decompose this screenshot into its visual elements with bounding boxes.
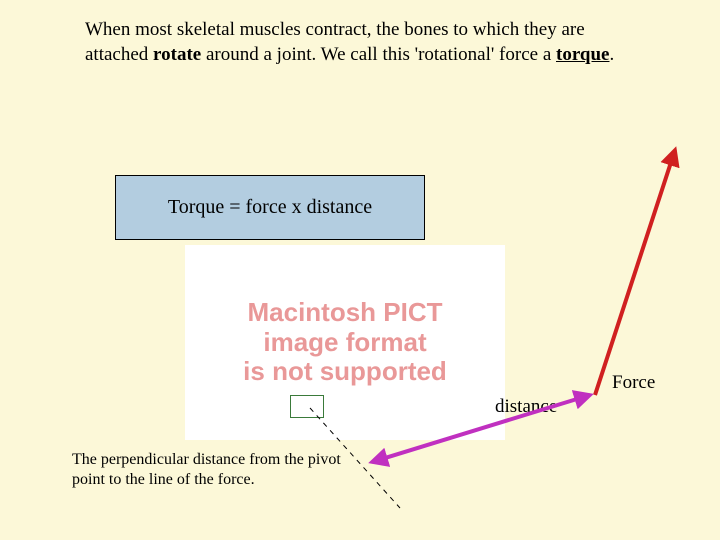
force-label: Force — [612, 372, 655, 394]
intro-bold-rotate: rotate — [153, 44, 201, 65]
pict-placeholder: Macintosh PICT image format is not suppo… — [185, 245, 505, 440]
intro-text-3: . — [609, 44, 614, 65]
pict-line-2: image format — [263, 328, 426, 358]
intro-bold-torque: torque — [556, 44, 609, 65]
pict-line-3: is not supported — [243, 357, 447, 387]
pivot-marker — [290, 395, 324, 418]
intro-text-2: around a joint. We call this 'rotational… — [201, 44, 556, 65]
force-arrow — [595, 150, 675, 395]
formula-text: Torque = force x distance — [168, 196, 372, 219]
formula-box: Torque = force x distance — [115, 175, 425, 240]
distance-label: distance — [495, 396, 557, 418]
footnote-text: The perpendicular distance from the pivo… — [72, 450, 372, 490]
intro-paragraph: When most skeletal muscles contract, the… — [85, 18, 645, 67]
pict-line-1: Macintosh PICT — [247, 298, 442, 328]
